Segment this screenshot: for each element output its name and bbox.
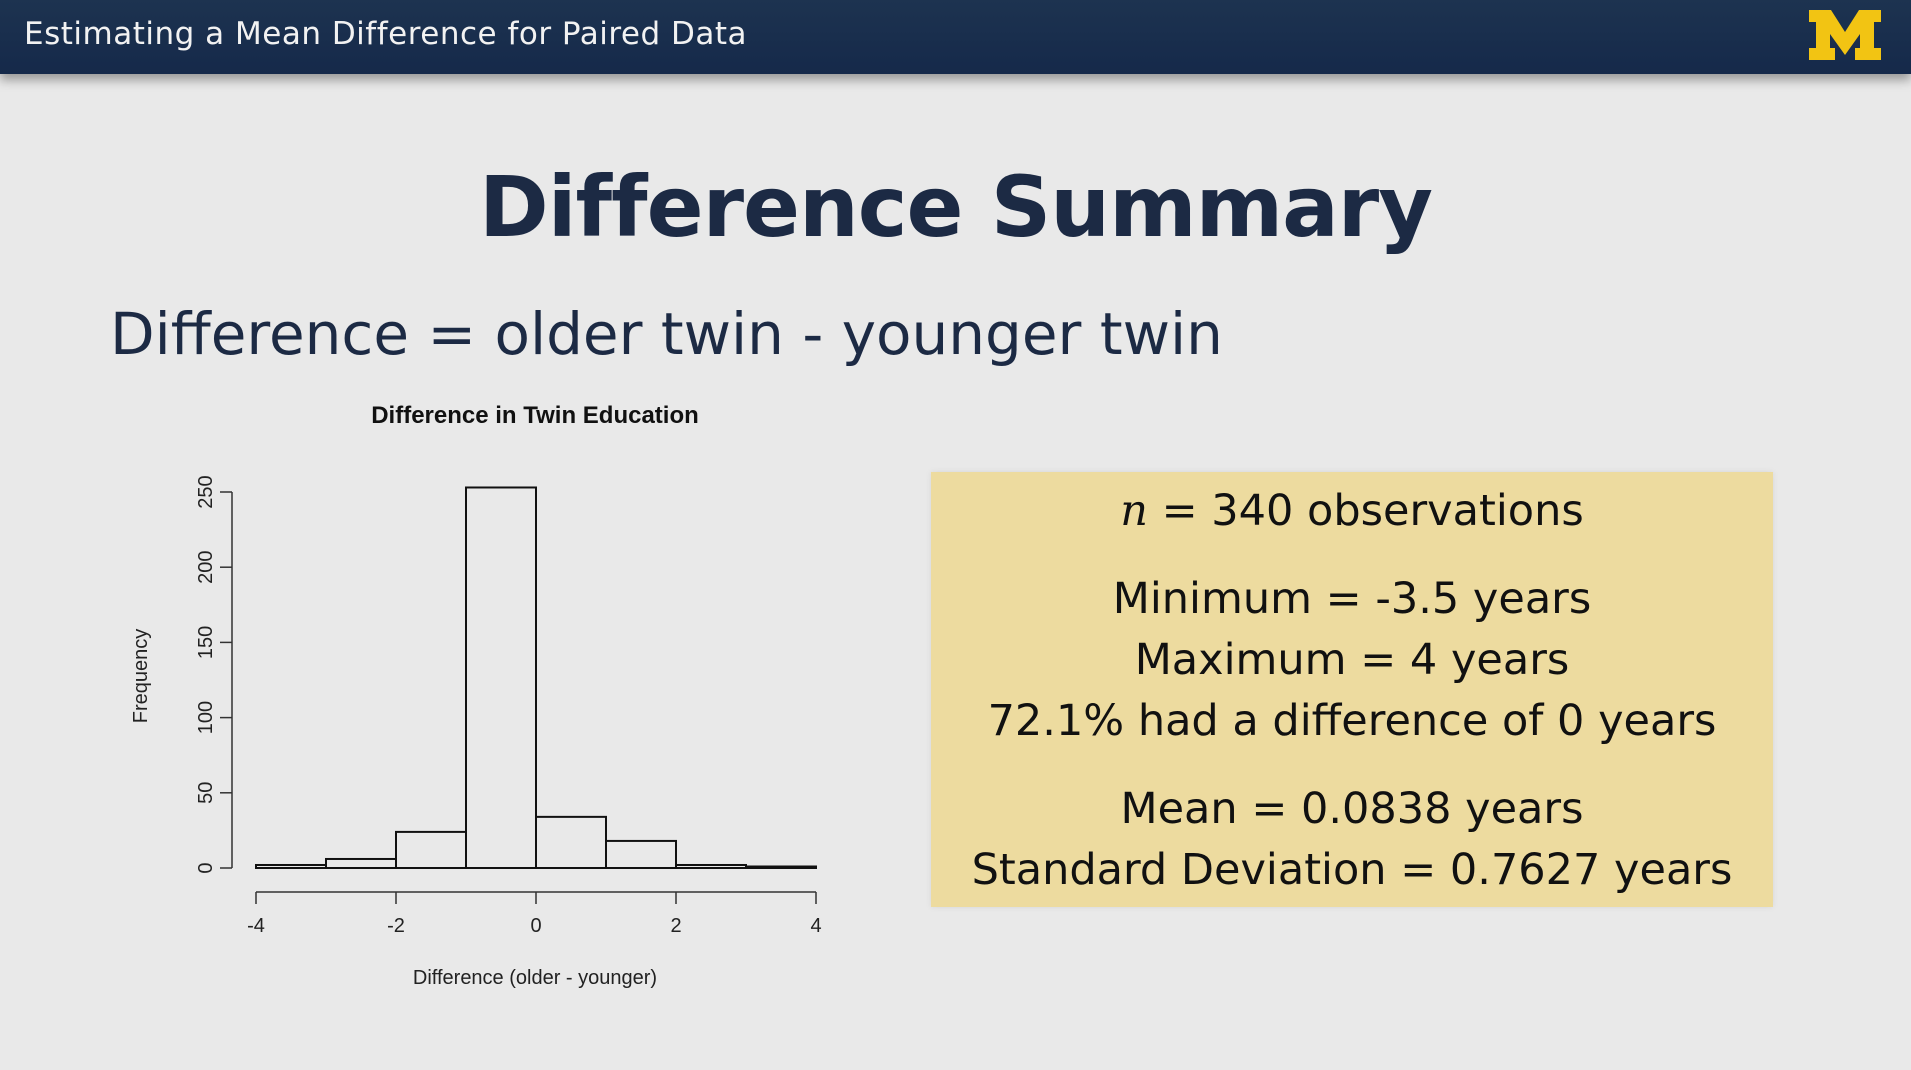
histogram-bar [605, 839, 677, 870]
page-title: Difference Summary [478, 158, 1433, 256]
chart-title: Difference in Twin Education [371, 402, 699, 429]
chart-bars [255, 486, 817, 870]
histogram-bar [325, 857, 397, 870]
difference-definition: Difference = older twin - younger twin [110, 300, 1223, 368]
x-axis-label: Difference (older - younger) [413, 967, 657, 989]
histogram-bar [255, 863, 327, 870]
n-value: = 340 observations [1147, 486, 1584, 536]
histogram-bar [535, 815, 607, 870]
summary-sd: Standard Deviation = 0.7627 years [971, 845, 1733, 895]
y-tick-label: 250 [195, 475, 217, 508]
summary-minimum: Minimum = -3.5 years [1112, 574, 1592, 624]
histogram-bar [675, 863, 747, 870]
y-axis-label: Frequency [130, 629, 152, 724]
y-tick-label: 100 [195, 701, 217, 734]
n-symbol: n [1120, 486, 1148, 536]
summary-n: n = 340 observations [931, 486, 1773, 536]
chart-axes: 0 50 100 150 200 250 -4 -2 0 2 4 [195, 475, 822, 937]
y-tick-label: 50 [195, 782, 217, 804]
summary-maximum: Maximum = 4 years [1134, 635, 1570, 685]
lecture-title: Estimating a Mean Difference for Paired … [24, 16, 748, 52]
histogram-bar [465, 486, 537, 869]
header-bar: Estimating a Mean Difference for Paired … [0, 0, 1911, 74]
x-tick-label: -4 [247, 915, 265, 937]
histogram-bar [745, 865, 817, 870]
x-tick-label: 0 [530, 915, 541, 937]
block-m-icon [1809, 10, 1881, 60]
x-tick-label: 2 [670, 915, 681, 937]
histogram-bar [395, 830, 467, 869]
university-logo [1809, 10, 1881, 60]
y-tick-label: 150 [195, 626, 217, 659]
x-tick-label: 4 [810, 915, 821, 937]
y-tick-label: 200 [195, 551, 217, 584]
x-tick-label: -2 [387, 915, 405, 937]
histogram-chart: Difference in Twin Education 05010015020… [130, 402, 822, 989]
summary-zero-percent: 72.1% had a difference of 0 years [987, 696, 1717, 746]
y-tick-label: 0 [195, 862, 217, 873]
summary-statistics-box: n = 340 observations Minimum = -3.5 year… [931, 472, 1773, 907]
summary-mean: Mean = 0.0838 years [1120, 784, 1584, 834]
